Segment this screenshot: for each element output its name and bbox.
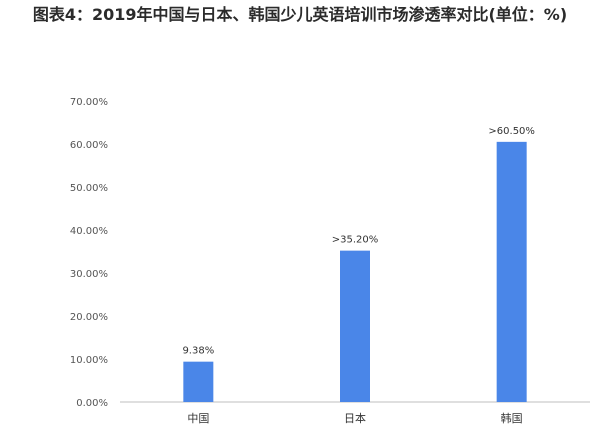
- y-tick-label: 40.00%: [70, 226, 108, 237]
- y-tick-label: 70.00%: [70, 97, 108, 108]
- y-tick-label: 10.00%: [70, 355, 108, 366]
- y-tick-label: 20.00%: [70, 312, 108, 323]
- bar: [496, 141, 527, 402]
- x-category-label: 日本: [344, 411, 366, 425]
- data-label: >60.50%: [488, 126, 535, 137]
- data-label: 9.38%: [182, 346, 214, 357]
- y-tick-label: 0.00%: [76, 398, 108, 409]
- y-tick-label: 50.00%: [70, 183, 108, 194]
- y-tick-label: 60.00%: [70, 140, 108, 151]
- chart-title: 图表4：2019年中国与日本、韩国少儿英语培训市场渗透率对比(单位：%): [32, 5, 568, 24]
- data-label: >35.20%: [332, 235, 379, 246]
- x-category-label: 韩国: [501, 411, 523, 425]
- bar: [340, 250, 370, 402]
- x-category-label: 中国: [187, 412, 209, 425]
- y-tick-label: 30.00%: [70, 269, 108, 280]
- bar: [183, 361, 214, 402]
